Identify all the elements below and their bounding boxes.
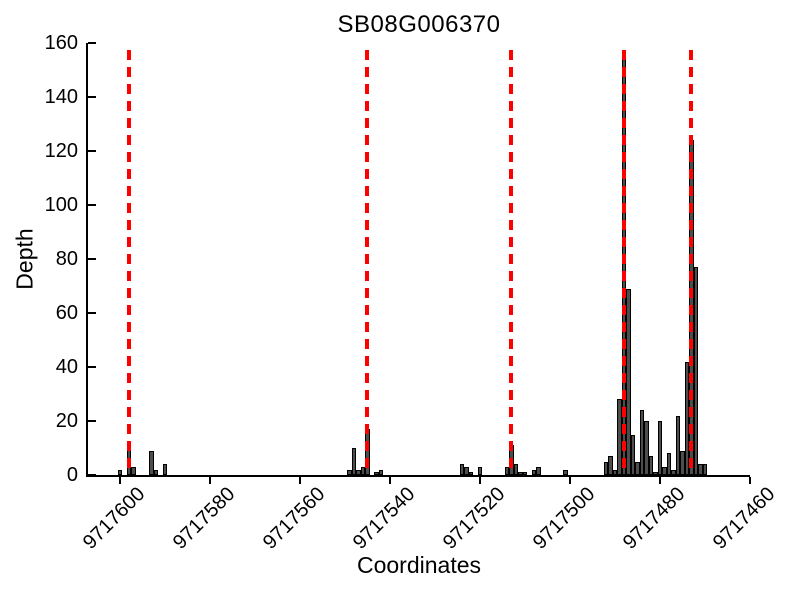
depth-bar <box>693 267 699 475</box>
x-axis-tick <box>749 477 751 484</box>
red-dashed-marker-line <box>509 49 514 475</box>
y-tick-label: 120 <box>44 140 78 162</box>
depth-bar <box>531 469 537 475</box>
depth-bar <box>675 415 681 475</box>
x-tick-label: 9717560 <box>258 483 330 554</box>
depth-bar <box>626 288 631 475</box>
depth-bar <box>131 466 136 475</box>
y-tick-label: 60 <box>55 302 78 324</box>
depth-bar <box>563 469 568 475</box>
depth-bar <box>464 466 469 475</box>
y-axis-spine <box>86 43 88 477</box>
depth-bar <box>617 399 622 475</box>
y-axis-tick <box>88 420 96 422</box>
y-axis-tick <box>88 258 96 260</box>
depth-bar <box>666 453 672 475</box>
depth-bar <box>662 466 667 475</box>
depth-bar <box>459 464 465 475</box>
depth-bar <box>477 466 483 475</box>
red-dashed-marker-line <box>365 49 370 475</box>
depth-bar <box>702 464 708 475</box>
x-tick-label: 9717480 <box>618 483 690 554</box>
y-axis-tick <box>88 42 96 44</box>
depth-bar <box>351 448 357 475</box>
x-axis-tick <box>568 477 571 484</box>
x-tick-label: 9717540 <box>348 483 420 554</box>
y-axis-tick <box>88 150 96 152</box>
x-axis-tick <box>208 477 211 484</box>
depth-bar <box>504 466 510 475</box>
y-tick-label: 160 <box>44 32 78 54</box>
depth-bar <box>639 410 645 475</box>
x-tick-label: 9717460 <box>708 483 780 554</box>
depth-bar <box>153 469 159 475</box>
x-tick-label: 9717580 <box>168 483 240 554</box>
red-dashed-marker-line <box>126 49 131 475</box>
depth-bar <box>522 472 528 475</box>
y-tick-label: 80 <box>55 248 78 270</box>
x-tick-label: 9717600 <box>78 483 150 554</box>
depth-bar <box>518 472 523 475</box>
x-axis-tick <box>298 477 301 484</box>
depth-bar <box>149 450 154 475</box>
depth-bar <box>360 466 366 475</box>
y-axis-tick <box>88 366 96 368</box>
depth-bar <box>698 464 703 475</box>
x-axis-tick <box>118 477 121 484</box>
depth-bar <box>644 421 649 475</box>
depth-bar <box>536 466 541 475</box>
y-tick-label: 100 <box>44 194 78 216</box>
chart-title: SB08G006370 <box>337 11 501 38</box>
x-tick-label: 9717500 <box>528 483 600 554</box>
depth-bar <box>603 461 609 475</box>
x-axis-tick <box>478 477 481 484</box>
depth-bar <box>162 464 168 475</box>
depth-bar <box>356 469 361 475</box>
depth-bar <box>657 421 663 475</box>
y-axis-tick <box>88 204 96 206</box>
y-axis-tick <box>88 474 96 476</box>
plot-area <box>86 42 751 484</box>
y-tick-label: 0 <box>66 464 78 486</box>
x-axis-label: Coordinates <box>356 552 482 578</box>
depth-bar <box>612 469 618 475</box>
red-dashed-marker-line <box>689 49 694 475</box>
depth-bar <box>513 464 519 475</box>
depth-bar <box>378 469 384 475</box>
depth-bar <box>653 472 658 475</box>
x-tick-label: 9717520 <box>438 483 510 554</box>
y-tick-label: 20 <box>55 410 78 432</box>
red-dashed-marker-line <box>621 49 626 475</box>
y-tick-label: 140 <box>44 86 78 108</box>
x-axis-spine <box>86 475 750 477</box>
x-axis-tick <box>658 477 661 484</box>
y-tick-label: 40 <box>55 356 78 378</box>
depth-bar <box>648 456 654 475</box>
depth-bar <box>680 450 685 475</box>
depth-bar <box>347 469 352 475</box>
x-axis-tick <box>388 477 391 484</box>
depth-bar <box>374 472 379 475</box>
depth-bar <box>117 469 123 475</box>
depth-bar <box>630 434 636 475</box>
y-axis-tick <box>88 312 96 314</box>
depth-bar <box>468 472 474 475</box>
depth-bar <box>635 461 640 475</box>
y-axis-tick <box>88 96 96 98</box>
depth-bar <box>684 361 690 475</box>
depth-bar <box>671 469 676 475</box>
depth-bar <box>608 456 613 475</box>
